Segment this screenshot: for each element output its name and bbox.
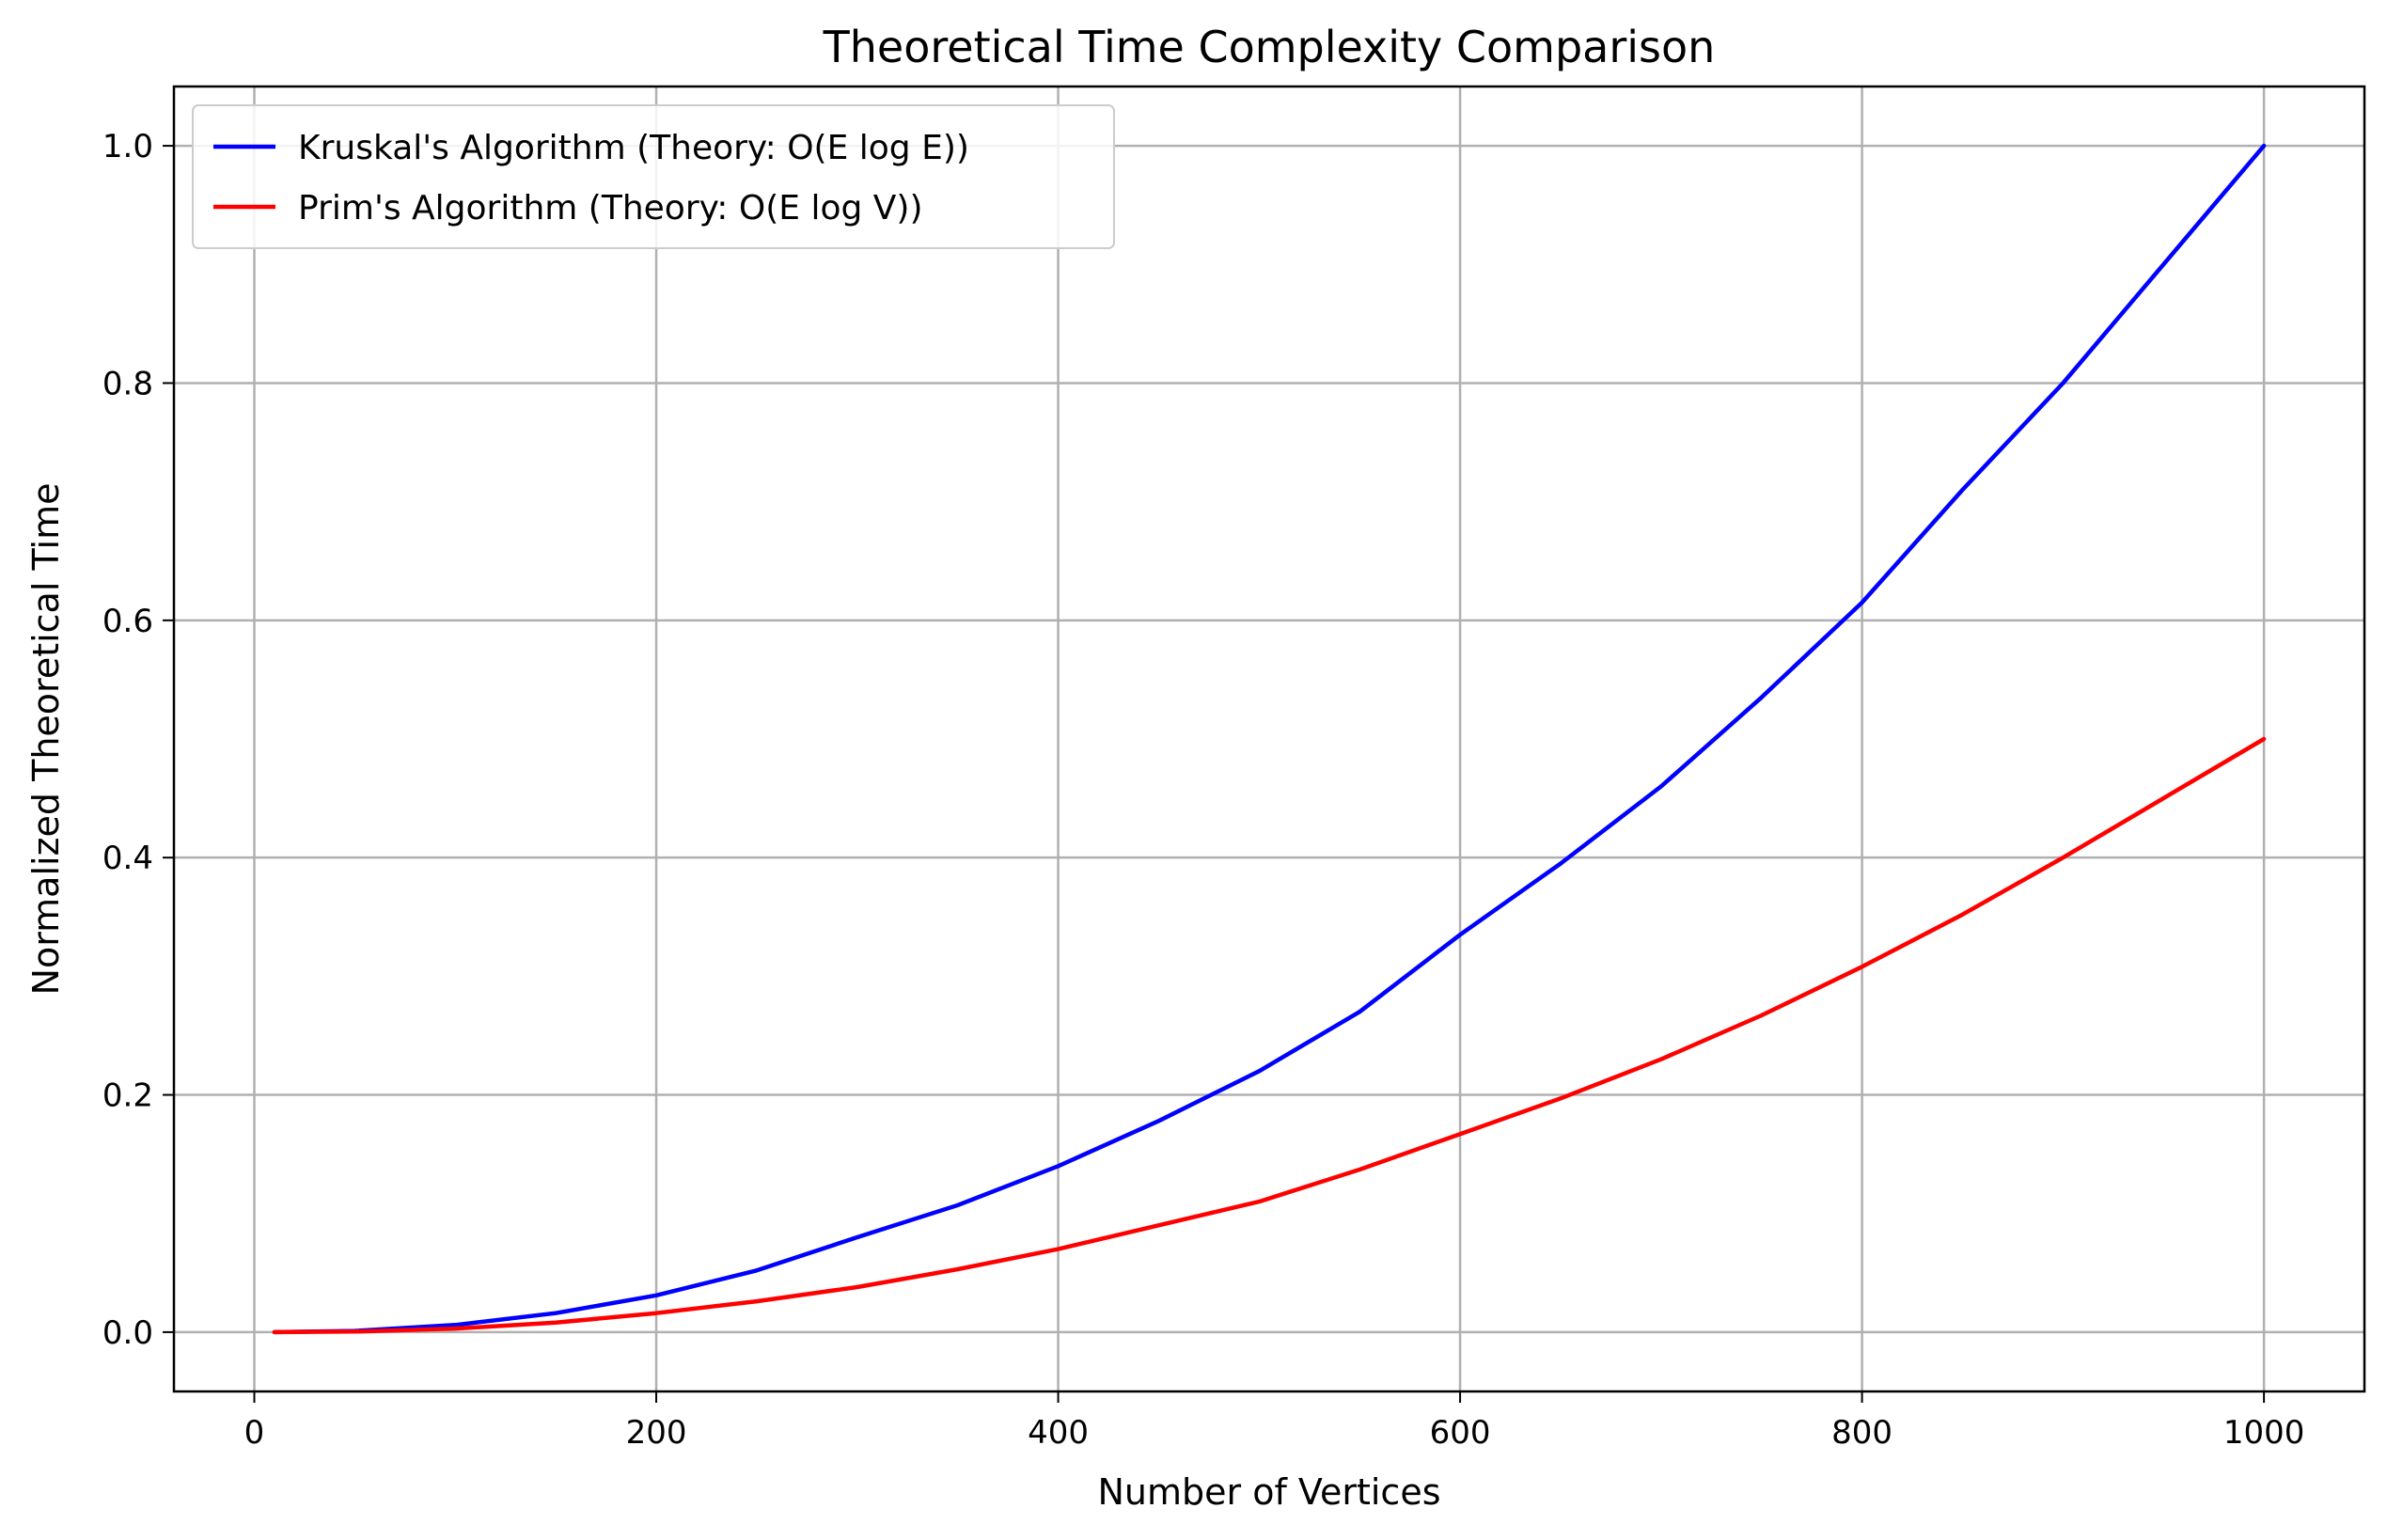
y-tick-label: 0.0 bbox=[102, 1314, 153, 1352]
series-line-1 bbox=[272, 143, 2267, 1335]
legend-box bbox=[192, 104, 1115, 249]
y-axis-label: Normalized Theoretical Time bbox=[25, 483, 67, 996]
chart-title: Theoretical Time Complexity Comparison bbox=[823, 22, 1716, 72]
x-tick-label: 1000 bbox=[2223, 1414, 2305, 1452]
x-tick-label: 600 bbox=[1430, 1414, 1491, 1452]
x-axis-label: Number of Vertices bbox=[1097, 1471, 1440, 1513]
y-tick-label: 0.2 bbox=[102, 1077, 153, 1115]
y-tick-label: 0.6 bbox=[102, 603, 153, 640]
y-tick-label: 0.8 bbox=[102, 365, 153, 402]
x-tick-label: 800 bbox=[1831, 1414, 1892, 1452]
x-tick-label: 200 bbox=[626, 1414, 687, 1452]
y-tick-label: 0.4 bbox=[102, 840, 153, 877]
legend-label-2: Prim's Algorithm (Theory: O(E log V)) bbox=[298, 189, 923, 228]
plot-lines bbox=[272, 143, 2267, 1335]
series-line-2 bbox=[272, 736, 2267, 1335]
x-tick-label: 0 bbox=[244, 1414, 265, 1452]
y-tick-label: 1.0 bbox=[102, 128, 153, 165]
plot-area-frame bbox=[172, 85, 2366, 1393]
x-tick-label: 400 bbox=[1028, 1414, 1089, 1452]
legend: Kruskal's Algorithm (Theory: O(E log E))… bbox=[192, 104, 1115, 249]
grid-lines bbox=[174, 86, 2364, 1391]
axis-ticks: 0 200 400 600 800 1000 0.0 0.2 0.4 0.6 0.8 1.0 bbox=[102, 128, 2304, 1452]
legend-label-1: Kruskal's Algorithm (Theory: O(E log E)) bbox=[298, 129, 969, 167]
